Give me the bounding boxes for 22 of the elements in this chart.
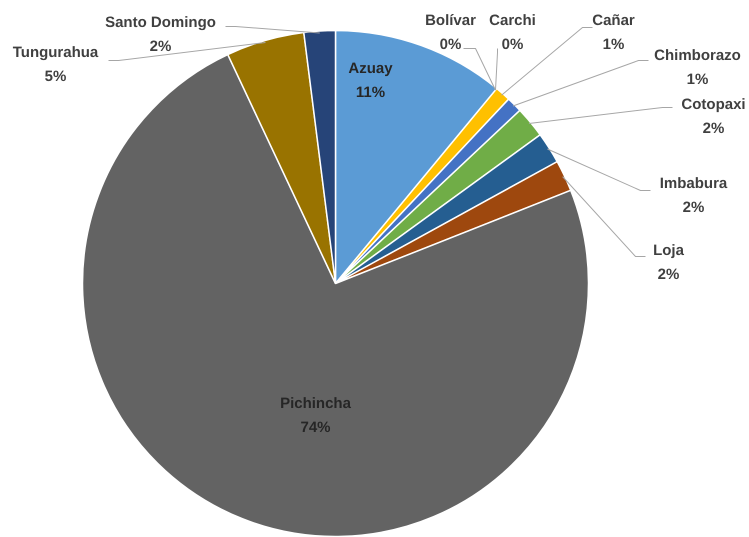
data-label: 74% bbox=[300, 419, 331, 436]
data-label: 2% bbox=[702, 120, 724, 137]
data-label: 2% bbox=[150, 38, 172, 55]
slice-label: Cañar bbox=[592, 12, 635, 29]
slice-label: Azuay bbox=[348, 60, 394, 77]
data-label: 1% bbox=[686, 71, 708, 88]
data-label: 1% bbox=[602, 36, 624, 53]
data-label: 2% bbox=[682, 199, 704, 216]
text: 0% bbox=[502, 36, 524, 53]
category-label: Bolívar bbox=[425, 12, 476, 29]
slice-label: Loja bbox=[653, 242, 685, 259]
data-label: 5% bbox=[44, 68, 66, 85]
slice-label: Pichincha bbox=[280, 395, 352, 412]
data-label: 2% bbox=[658, 266, 680, 283]
text: 0% bbox=[440, 36, 462, 53]
slice-label: Santo Domingo bbox=[105, 14, 216, 31]
slice-label: Chimborazo bbox=[654, 47, 741, 64]
category-label: Carchi bbox=[489, 12, 536, 29]
slice-label: Cotopaxi bbox=[681, 96, 746, 113]
data-label: 11% bbox=[356, 84, 386, 101]
slice-label: Imbabura bbox=[660, 175, 728, 192]
slice-label: Tungurahua bbox=[12, 44, 99, 61]
